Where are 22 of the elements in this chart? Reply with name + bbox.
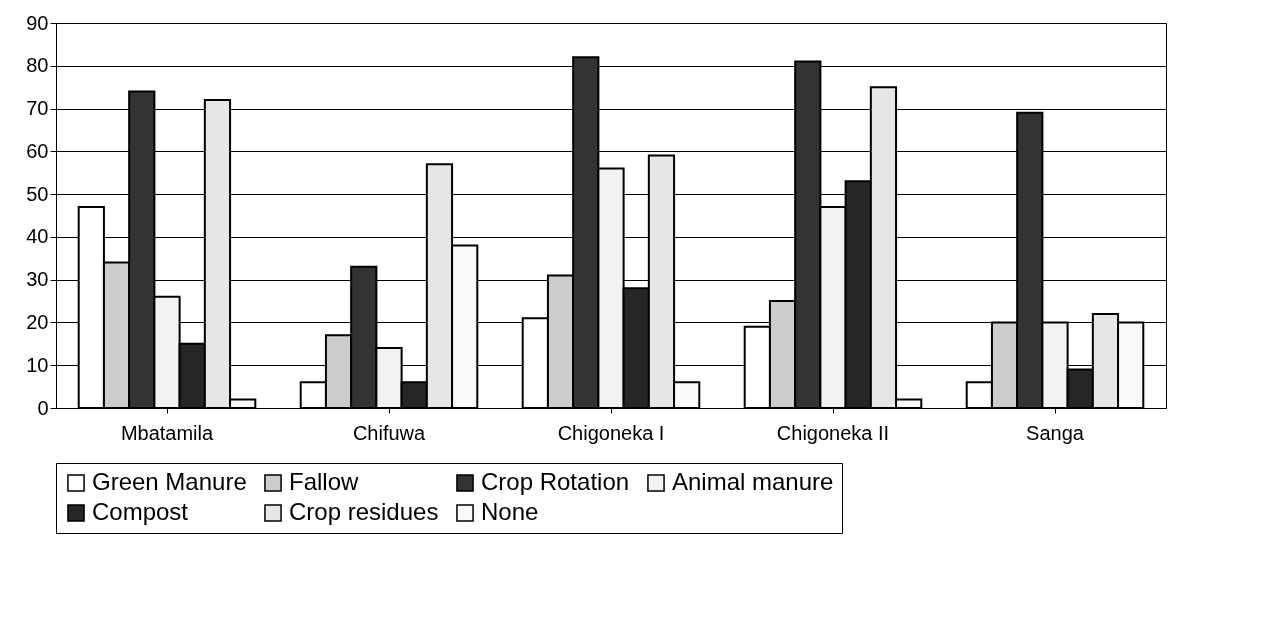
y-tick-label: 30 [26, 268, 49, 291]
y-tick-label: 10 [26, 353, 49, 376]
legend-label: Crop Rotation [481, 468, 630, 495]
y-tick-label: 60 [26, 139, 49, 162]
x-tick-label: Chigoneka II [776, 421, 890, 444]
legend-label: Animal manure [672, 468, 834, 495]
x-tick-label: Chigoneka I [557, 421, 665, 444]
legend-label: Green Manure [92, 468, 247, 495]
legend-label: Fallow [289, 468, 360, 495]
y-tick-label: 40 [26, 225, 49, 248]
x-tick-label: Chifuwa [352, 421, 426, 444]
legend-label: Crop residues [289, 498, 439, 525]
x-tick-label: Sanga [1026, 421, 1085, 444]
y-tick-label: 80 [26, 54, 49, 77]
y-tick-label: 20 [26, 310, 49, 333]
y-tick-label: 70 [26, 97, 49, 120]
x-tick-label: Mbatamila [120, 421, 214, 444]
y-tick-label: 50 [26, 182, 49, 205]
legend-label: None [481, 498, 539, 525]
legend-label: Compost [92, 498, 189, 525]
y-tick-label: 90 [26, 11, 49, 34]
y-tick-label: 0 [37, 396, 49, 419]
